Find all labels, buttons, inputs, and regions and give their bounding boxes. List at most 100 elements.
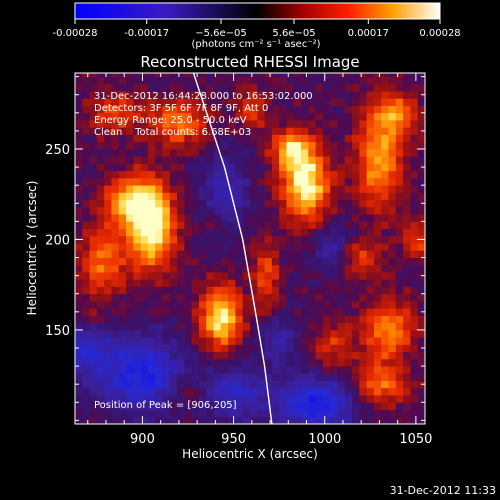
heatmap-cell	[381, 286, 389, 294]
heatmap-cell	[250, 178, 258, 186]
heatmap-cell	[192, 272, 200, 280]
heatmap-cell	[374, 84, 382, 92]
heatmap-cell	[352, 229, 360, 237]
heatmap-cell	[272, 373, 280, 381]
heatmap-cell	[148, 294, 156, 302]
heatmap-cell	[323, 207, 331, 215]
heatmap-cell	[396, 286, 404, 294]
heatmap-cell	[192, 323, 200, 331]
heatmap-cell	[359, 323, 367, 331]
heatmap-cell	[163, 156, 171, 164]
heatmap-cell	[396, 359, 404, 367]
heatmap-cell	[250, 323, 258, 331]
heatmap-cell	[403, 84, 411, 92]
heatmap-cell	[265, 142, 273, 150]
heatmap-cell	[389, 301, 397, 309]
heatmap-cell	[75, 359, 83, 367]
heatmap-cell	[359, 185, 367, 193]
heatmap-cell	[141, 214, 149, 222]
heatmap-cell	[206, 149, 214, 157]
heatmap-cell	[133, 359, 141, 367]
heatmap-cell	[163, 366, 171, 374]
heatmap-cell	[389, 381, 397, 389]
heatmap-cell	[345, 250, 353, 258]
heatmap-cell	[148, 77, 156, 85]
heatmap-cell	[352, 120, 360, 128]
heatmap-cell	[104, 294, 112, 302]
heatmap-cell	[330, 373, 338, 381]
heatmap-cell	[286, 286, 294, 294]
heatmap-cell	[359, 91, 367, 99]
heatmap-cell	[374, 344, 382, 352]
heatmap-cell	[199, 171, 207, 179]
heatmap-cell	[279, 352, 287, 360]
heatmap-cell	[367, 308, 375, 316]
heatmap-cell	[338, 77, 346, 85]
heatmap-cell	[352, 417, 360, 425]
heatmap-cell	[214, 417, 222, 425]
heatmap-cell	[294, 178, 302, 186]
heatmap-cell	[345, 294, 353, 302]
heatmap-cell	[184, 77, 192, 85]
heatmap-cell	[323, 352, 331, 360]
heatmap-cell	[221, 77, 229, 85]
heatmap-cell	[316, 279, 324, 287]
heatmap-cell	[418, 286, 426, 294]
heatmap-cell	[82, 221, 90, 229]
heatmap-cell	[133, 214, 141, 222]
heatmap-cell	[396, 156, 404, 164]
heatmap-cell	[286, 402, 294, 410]
heatmap-cell	[345, 229, 353, 237]
heatmap-cell	[396, 294, 404, 302]
heatmap-cell	[308, 258, 316, 266]
heatmap-cell	[221, 214, 229, 222]
heatmap-cell	[410, 286, 418, 294]
heatmap-cell	[279, 243, 287, 251]
heatmap-cell	[367, 214, 375, 222]
heatmap-cell	[206, 279, 214, 287]
heatmap-cell	[119, 381, 127, 389]
heatmap-cell	[345, 315, 353, 323]
heatmap-cell	[338, 135, 346, 143]
heatmap-cell	[177, 200, 185, 208]
heatmap-cell	[323, 337, 331, 345]
heatmap-cell	[119, 294, 127, 302]
heatmap-cell	[97, 243, 105, 251]
heatmap-cell	[367, 156, 375, 164]
heatmap-cell	[294, 381, 302, 389]
heatmap-cell	[316, 207, 324, 215]
heatmap-cell	[308, 301, 316, 309]
heatmap-cell	[82, 279, 90, 287]
heatmap-cell	[294, 236, 302, 244]
heatmap-cell	[111, 258, 119, 266]
heatmap-cell	[75, 301, 83, 309]
x-tick-label: 1000	[308, 432, 341, 447]
heatmap-cell	[192, 286, 200, 294]
heatmap-cell	[75, 98, 83, 106]
heatmap-cell	[389, 330, 397, 338]
heatmap-cell	[389, 410, 397, 418]
heatmap-cell	[265, 236, 273, 244]
heatmap-cell	[111, 192, 119, 200]
heatmap-cell	[257, 272, 265, 280]
colorbar-units: (photons cm⁻² s⁻¹ asec⁻²)	[191, 39, 320, 50]
heatmap-cell	[338, 84, 346, 92]
heatmap-cell	[90, 171, 98, 179]
heatmap-cell	[148, 373, 156, 381]
heatmap-cell	[352, 221, 360, 229]
heatmap-cell	[410, 258, 418, 266]
heatmap-cell	[286, 250, 294, 258]
heatmap-cell	[214, 323, 222, 331]
heatmap-cell	[163, 200, 171, 208]
heatmap-cell	[330, 236, 338, 244]
heatmap-cell	[170, 163, 178, 171]
heatmap-cell	[250, 344, 258, 352]
heatmap-cell	[206, 229, 214, 237]
heatmap-cell	[192, 149, 200, 157]
heatmap-cell	[410, 373, 418, 381]
heatmap-cell	[352, 243, 360, 251]
heatmap-cell	[206, 185, 214, 193]
heatmap-cell	[206, 221, 214, 229]
heatmap-cell	[389, 337, 397, 345]
heatmap-cell	[148, 286, 156, 294]
